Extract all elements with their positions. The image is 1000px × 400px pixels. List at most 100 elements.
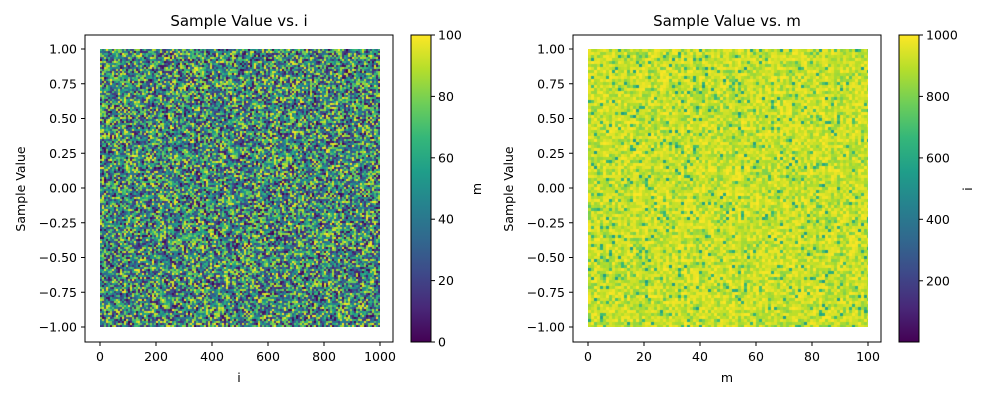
right-x-tick-label: 20 bbox=[636, 349, 652, 364]
left-y-tick-label: 0.50 bbox=[49, 111, 77, 126]
left-x-tick-0: 0 bbox=[96, 342, 104, 364]
left-cbar-tick-label: 80 bbox=[438, 89, 454, 104]
right-y-axis-label: Sample Value bbox=[501, 146, 516, 231]
left-y-tick-label: −1.00 bbox=[39, 320, 77, 335]
left-colorbar-gradient bbox=[411, 35, 431, 342]
left-y-tick-0: −1.00 bbox=[39, 320, 85, 335]
right-y-tick-label: −0.75 bbox=[527, 285, 565, 300]
left-colorbar-label: m bbox=[469, 183, 484, 195]
right-y-tick-label: −0.25 bbox=[527, 215, 565, 230]
right-scatter-points bbox=[588, 49, 868, 327]
left-cbar-tick-label: 40 bbox=[438, 212, 454, 227]
right-x-tick-4: 80 bbox=[804, 342, 820, 364]
left-cbar-tick-0: 0 bbox=[431, 335, 446, 350]
left-cbar-tick-3: 60 bbox=[431, 150, 454, 165]
right-colorbar-label: i bbox=[960, 187, 975, 190]
left-y-tick-label: 0.25 bbox=[49, 146, 77, 161]
right-cbar-tick-label: 200 bbox=[926, 273, 950, 288]
left-y-tick-2: −0.50 bbox=[39, 250, 85, 265]
left-colorbar: 0 20 40 60 80 100 m bbox=[410, 28, 484, 350]
right-y-axis: −1.00 −0.75 −0.50 −0.25 0.00 0.25 bbox=[501, 42, 573, 335]
left-y-axis: −1.00 −0.75 −0.50 −0.25 0.00 0.25 bbox=[13, 42, 85, 335]
left-cbar-tick-5: 100 bbox=[431, 28, 462, 43]
right-y-tick-label: −1.00 bbox=[527, 320, 565, 335]
right-x-axis: 0 20 40 60 80 100 m bbox=[584, 342, 880, 385]
right-x-axis-label: m bbox=[721, 370, 733, 385]
left-cbar-tick-label: 20 bbox=[438, 273, 454, 288]
right-x-tick-5: 100 bbox=[856, 342, 880, 364]
left-x-tick-label: 600 bbox=[256, 349, 280, 364]
left-x-tick-5: 1000 bbox=[364, 342, 396, 364]
left-x-tick-2: 400 bbox=[200, 342, 224, 364]
right-cbar-tick-1: 400 bbox=[919, 212, 950, 227]
right-y-tick-3: −0.25 bbox=[527, 215, 573, 230]
left-y-tick-label: 0.00 bbox=[49, 181, 77, 196]
left-x-tick-1: 200 bbox=[144, 342, 168, 364]
right-x-tick-label: 100 bbox=[856, 349, 880, 364]
left-y-tick-6: 0.50 bbox=[49, 111, 85, 126]
left-cbar-tick-label: 0 bbox=[438, 335, 446, 350]
left-y-tick-label: −0.25 bbox=[39, 215, 77, 230]
right-y-tick-5: 0.25 bbox=[537, 146, 573, 161]
right-x-tick-label: 60 bbox=[748, 349, 764, 364]
left-y-axis-label: Sample Value bbox=[13, 146, 28, 231]
left-plot: Sample Value vs. i 0 200 400 600 bbox=[13, 12, 484, 385]
right-y-tick-1: −0.75 bbox=[527, 285, 573, 300]
left-y-tick-8: 1.00 bbox=[49, 42, 85, 57]
right-cbar-tick-label: 400 bbox=[926, 212, 950, 227]
left-x-tick-label: 800 bbox=[312, 349, 336, 364]
left-y-tick-label: 0.75 bbox=[49, 76, 77, 91]
right-y-tick-label: −0.50 bbox=[527, 250, 565, 265]
left-cbar-tick-2: 40 bbox=[431, 212, 454, 227]
right-cbar-tick-label: 600 bbox=[926, 150, 950, 165]
right-plot-title: Sample Value vs. m bbox=[653, 12, 801, 30]
right-x-tick-1: 20 bbox=[636, 342, 652, 364]
right-x-tick-2: 40 bbox=[692, 342, 708, 364]
left-x-tick-3: 600 bbox=[256, 342, 280, 364]
right-y-tick-label: 0.50 bbox=[537, 111, 565, 126]
right-x-tick-0: 0 bbox=[584, 342, 592, 364]
left-cbar-tick-label: 100 bbox=[438, 28, 462, 43]
right-x-tick-label: 80 bbox=[804, 349, 820, 364]
left-plot-title: Sample Value vs. i bbox=[170, 12, 307, 30]
right-cbar-tick-label: 800 bbox=[926, 89, 950, 104]
left-colorbar-frame bbox=[410, 34, 432, 343]
left-y-tick-label: −0.75 bbox=[39, 285, 77, 300]
left-y-tick-4: 0.00 bbox=[49, 181, 85, 196]
left-cbar-tick-4: 80 bbox=[431, 89, 454, 104]
right-y-tick-0: −1.00 bbox=[527, 320, 573, 335]
right-y-tick-7: 0.75 bbox=[537, 76, 573, 91]
right-colorbar-gradient bbox=[899, 35, 919, 342]
right-y-tick-label: 0.00 bbox=[537, 181, 565, 196]
left-y-tick-7: 0.75 bbox=[49, 76, 85, 91]
right-y-tick-label: 1.00 bbox=[537, 42, 565, 57]
right-cbar-tick-4: 1000 bbox=[919, 28, 958, 43]
left-points-layer bbox=[100, 49, 380, 327]
left-x-tick-label: 0 bbox=[96, 349, 104, 364]
left-y-tick-1: −0.75 bbox=[39, 285, 85, 300]
right-y-tick-8: 1.00 bbox=[537, 42, 573, 57]
right-cbar-tick-3: 800 bbox=[919, 89, 950, 104]
right-cbar-tick-label: 1000 bbox=[926, 28, 958, 43]
left-x-tick-label: 400 bbox=[200, 349, 224, 364]
left-x-tick-label: 200 bbox=[144, 349, 168, 364]
left-x-axis-label: i bbox=[237, 370, 240, 385]
right-colorbar-frame bbox=[898, 34, 920, 343]
left-x-tick-4: 800 bbox=[312, 342, 336, 364]
left-x-axis: 0 200 400 600 800 1000 i bbox=[96, 342, 396, 385]
left-cbar-tick-1: 20 bbox=[431, 273, 454, 288]
right-x-tick-3: 60 bbox=[748, 342, 764, 364]
right-colorbar: 200 400 600 800 1000 i bbox=[898, 28, 975, 343]
left-y-tick-label: 1.00 bbox=[49, 42, 77, 57]
right-y-tick-4: 0.00 bbox=[537, 181, 573, 196]
left-y-tick-5: 0.25 bbox=[49, 146, 85, 161]
right-points-layer bbox=[588, 49, 868, 327]
left-y-tick-3: −0.25 bbox=[39, 215, 85, 230]
left-cbar-tick-label: 60 bbox=[438, 150, 454, 165]
right-x-tick-label: 40 bbox=[692, 349, 708, 364]
right-x-tick-label: 0 bbox=[584, 349, 592, 364]
right-y-tick-6: 0.50 bbox=[537, 111, 573, 126]
right-y-tick-label: 0.25 bbox=[537, 146, 565, 161]
right-cbar-tick-2: 600 bbox=[919, 150, 950, 165]
